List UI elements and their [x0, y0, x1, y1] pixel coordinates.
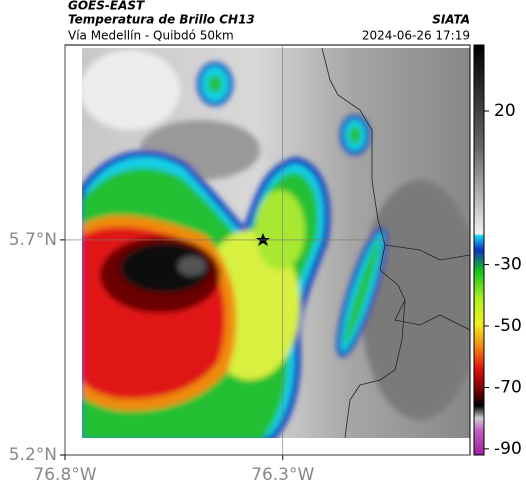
- colorbar-tick-label: -90: [494, 439, 522, 459]
- colorbar-tick-label: 20: [494, 101, 516, 121]
- subtitle: Temperatura de Brillo CH13: [68, 13, 255, 27]
- colorbar: [473, 44, 485, 456]
- lon-tick-label: 76.3°W: [251, 465, 314, 485]
- source: SIATA: [432, 13, 470, 27]
- colorbar-tick-label: -30: [494, 255, 522, 275]
- lon-tick-label: 76.8°W: [33, 465, 96, 485]
- lat-tick-label: 5.7°N: [9, 230, 57, 250]
- satellite-image: [82, 48, 470, 438]
- lat-tick-label: 5.2°N: [9, 445, 57, 465]
- colorbar-tick-label: -50: [494, 316, 522, 336]
- title: GOES-EAST: [68, 0, 145, 13]
- colorbar-tick-label: -70: [494, 377, 522, 397]
- location: Vía Medellín - Quibdó 50km: [68, 29, 234, 43]
- datetime: 2024-06-26 17:19: [362, 29, 470, 43]
